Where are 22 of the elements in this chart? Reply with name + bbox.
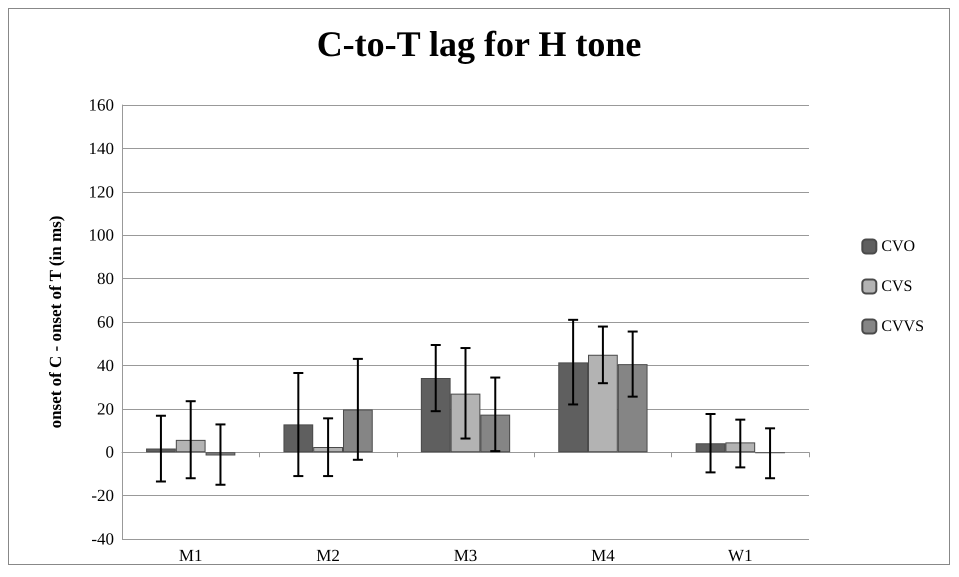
- y-tick-label: 160: [88, 96, 114, 114]
- x-tick-label: M2: [316, 546, 340, 565]
- x-tick-label: M4: [591, 546, 616, 565]
- y-tick-label: 40: [97, 356, 114, 375]
- bar: [206, 452, 236, 456]
- y-tick-label: 80: [97, 269, 114, 288]
- y-tick-label: -20: [91, 486, 114, 506]
- x-tick-label: M3: [454, 546, 478, 565]
- x-tick-label: W1: [728, 546, 753, 565]
- legend-label: CVVS: [881, 318, 924, 335]
- legend-label: CVS: [881, 278, 912, 295]
- y-axis-title: onset of C - onset of T (in ms): [46, 216, 65, 428]
- y-tick-label: 140: [88, 138, 114, 158]
- y-tick-label: 0: [106, 442, 114, 462]
- y-tick-label: 20: [97, 399, 114, 418]
- x-tick-label: M1: [178, 546, 203, 565]
- y-tick-label: 120: [88, 182, 114, 202]
- y-tick-label: 100: [88, 226, 114, 245]
- legend-label: CVO: [881, 238, 916, 255]
- y-tick-label: -40: [91, 530, 114, 548]
- chart-title: C-to-T lag for H tone: [316, 24, 642, 64]
- y-tick-label: 60: [97, 312, 114, 332]
